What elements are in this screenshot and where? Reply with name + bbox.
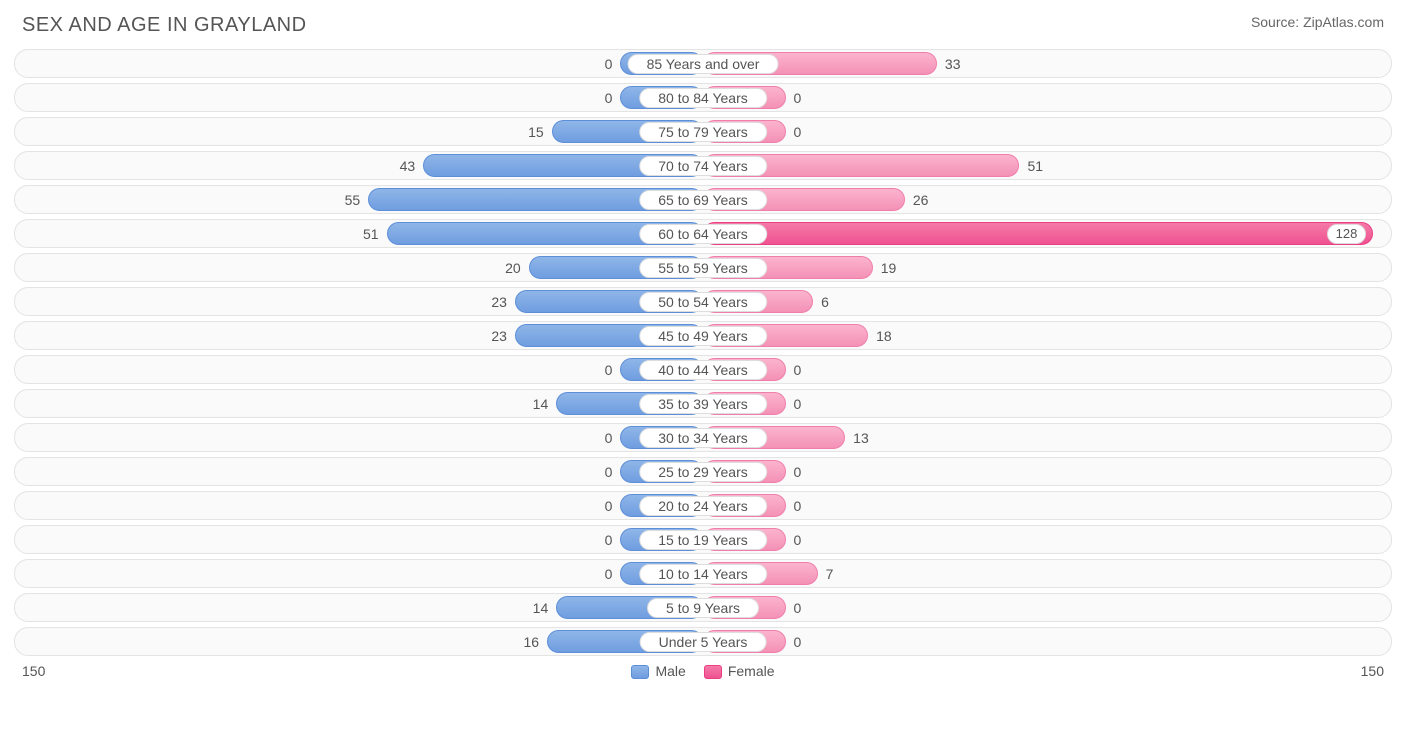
male-value: 0 xyxy=(605,566,613,582)
legend-female: Female xyxy=(704,663,775,679)
pyramid-row: 20 19 55 to 59 Years xyxy=(14,253,1392,282)
male-value: 16 xyxy=(523,634,539,650)
male-value: 0 xyxy=(605,430,613,446)
pyramid-row: 23 6 50 to 54 Years xyxy=(14,287,1392,316)
pyramid-row: 14 0 5 to 9 Years xyxy=(14,593,1392,622)
female-bar xyxy=(703,222,1373,245)
chart-title: SEX AND AGE IN GRAYLAND xyxy=(22,14,307,37)
male-value: 55 xyxy=(345,192,361,208)
pyramid-row: 0 0 25 to 29 Years xyxy=(14,457,1392,486)
female-value: 18 xyxy=(876,328,892,344)
age-bucket-label: 35 to 39 Years xyxy=(639,394,767,414)
pyramid-row: 15 0 75 to 79 Years xyxy=(14,117,1392,146)
female-value: 7 xyxy=(826,566,834,582)
age-bucket-label: 85 Years and over xyxy=(628,54,779,74)
male-value: 14 xyxy=(533,600,549,616)
female-value: 0 xyxy=(794,464,802,480)
female-value: 0 xyxy=(794,396,802,412)
age-bucket-label: 20 to 24 Years xyxy=(639,496,767,516)
legend-male-label: Male xyxy=(655,663,685,679)
female-value: 0 xyxy=(794,124,802,140)
female-value: 51 xyxy=(1027,158,1043,174)
female-value: 0 xyxy=(794,532,802,548)
age-bucket-label: 55 to 59 Years xyxy=(639,258,767,278)
male-swatch-icon xyxy=(631,665,649,679)
chart-footer: 150 Male Female 150 xyxy=(0,661,1406,679)
male-value: 23 xyxy=(491,328,507,344)
age-bucket-label: 65 to 69 Years xyxy=(639,190,767,210)
pyramid-row: 23 18 45 to 49 Years xyxy=(14,321,1392,350)
chart-source: Source: ZipAtlas.com xyxy=(1251,14,1384,30)
age-bucket-label: 75 to 79 Years xyxy=(639,122,767,142)
axis-right-max: 150 xyxy=(1361,663,1384,679)
female-swatch-icon xyxy=(704,665,722,679)
female-value: 19 xyxy=(881,260,897,276)
legend-male: Male xyxy=(631,663,685,679)
pyramid-row: 0 7 10 to 14 Years xyxy=(14,559,1392,588)
age-bucket-label: Under 5 Years xyxy=(640,632,767,652)
pyramid-row: 43 51 70 to 74 Years xyxy=(14,151,1392,180)
female-value: 6 xyxy=(821,294,829,310)
pyramid-row: 55 26 65 to 69 Years xyxy=(14,185,1392,214)
female-value: 33 xyxy=(945,56,961,72)
age-bucket-label: 50 to 54 Years xyxy=(639,292,767,312)
pyramid-row: 0 0 20 to 24 Years xyxy=(14,491,1392,520)
age-bucket-label: 45 to 49 Years xyxy=(639,326,767,346)
female-value: 0 xyxy=(794,600,802,616)
population-pyramid: 0 33 85 Years and over 0 0 80 to 84 Years 15 0 7… xyxy=(0,45,1406,656)
male-value: 15 xyxy=(528,124,544,140)
female-value: 0 xyxy=(794,90,802,106)
chart-header: SEX AND AGE IN GRAYLAND Source: ZipAtlas… xyxy=(0,0,1406,45)
male-value: 43 xyxy=(400,158,416,174)
male-value: 51 xyxy=(363,226,379,242)
age-bucket-label: 5 to 9 Years xyxy=(647,598,759,618)
male-value: 0 xyxy=(605,90,613,106)
pyramid-row: 0 0 40 to 44 Years xyxy=(14,355,1392,384)
female-value: 0 xyxy=(794,498,802,514)
pyramid-row: 0 13 30 to 34 Years xyxy=(14,423,1392,452)
pyramid-row: 0 33 85 Years and over xyxy=(14,49,1392,78)
female-value: 13 xyxy=(853,430,869,446)
age-bucket-label: 10 to 14 Years xyxy=(639,564,767,584)
pyramid-row: 16 0 Under 5 Years xyxy=(14,627,1392,656)
pyramid-row: 0 0 15 to 19 Years xyxy=(14,525,1392,554)
age-bucket-label: 15 to 19 Years xyxy=(639,530,767,550)
male-value: 0 xyxy=(605,498,613,514)
age-bucket-label: 80 to 84 Years xyxy=(639,88,767,108)
male-value: 14 xyxy=(533,396,549,412)
age-bucket-label: 40 to 44 Years xyxy=(639,360,767,380)
female-value: 128 xyxy=(1327,224,1367,244)
female-value: 0 xyxy=(794,634,802,650)
female-value: 0 xyxy=(794,362,802,378)
age-bucket-label: 60 to 64 Years xyxy=(639,224,767,244)
pyramid-row: 0 0 80 to 84 Years xyxy=(14,83,1392,112)
age-bucket-label: 70 to 74 Years xyxy=(639,156,767,176)
male-value: 0 xyxy=(605,56,613,72)
male-value: 0 xyxy=(605,362,613,378)
legend: Male Female xyxy=(631,663,774,679)
pyramid-row: 51 128 60 to 64 Years xyxy=(14,219,1392,248)
female-value: 26 xyxy=(913,192,929,208)
male-value: 0 xyxy=(605,464,613,480)
legend-female-label: Female xyxy=(728,663,775,679)
age-bucket-label: 25 to 29 Years xyxy=(639,462,767,482)
age-bucket-label: 30 to 34 Years xyxy=(639,428,767,448)
pyramid-row: 14 0 35 to 39 Years xyxy=(14,389,1392,418)
male-value: 0 xyxy=(605,532,613,548)
axis-left-max: 150 xyxy=(22,663,45,679)
male-value: 23 xyxy=(491,294,507,310)
male-value: 20 xyxy=(505,260,521,276)
